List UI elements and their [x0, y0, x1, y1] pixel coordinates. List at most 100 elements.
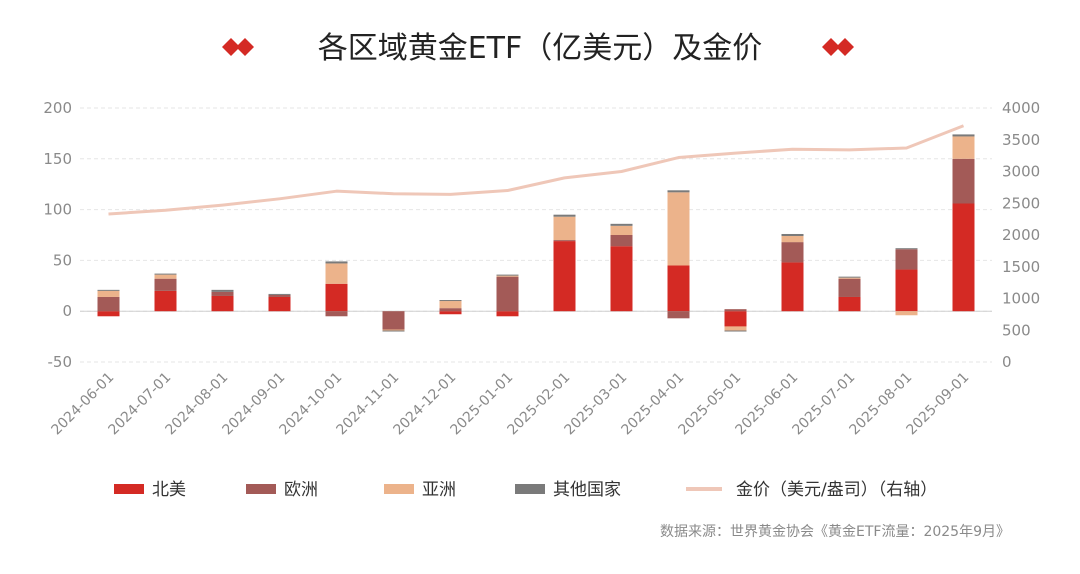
left-axis-tick-label: 200 — [43, 99, 72, 117]
bar-asia-2025-07-01 — [838, 277, 861, 279]
bar-north-america-2025-06-01 — [781, 262, 804, 312]
legend-item-others: 其他国家 — [515, 480, 621, 500]
bar-others-2024-12-01 — [439, 300, 462, 302]
right-axis-tick-label: 1000 — [1002, 290, 1040, 308]
bar-others-2024-10-01 — [325, 261, 348, 264]
bar-north-america-2024-07-01 — [154, 290, 177, 312]
bar-others-2024-07-01 — [154, 273, 177, 275]
bar-north-america-2025-04-01 — [667, 265, 690, 312]
gold-price-line — [108, 124, 965, 216]
bar-others-2024-11-01 — [382, 330, 405, 332]
bar-asia-2025-01-01 — [496, 275, 519, 277]
title-right-diamonds — [822, 38, 854, 56]
right-axis-tick-label: 3000 — [1002, 163, 1040, 181]
legend-item-gold-price: 金价（美元/盎司）（右轴） — [686, 480, 937, 500]
bar-others-2025-07-01 — [838, 276, 861, 278]
bar-others-2024-09-01 — [268, 293, 291, 295]
bar-north-america-2024-06-01 — [97, 311, 120, 317]
bar-north-america-2024-08-01 — [211, 295, 234, 312]
legend-item-europe: 欧洲 — [246, 480, 318, 500]
legend: 北美 欧洲 亚洲 其他国家 金价（美元/盎司）（右轴） — [114, 480, 937, 500]
bar-others-2024-06-01 — [97, 289, 120, 291]
bar-europe-2025-08-01 — [895, 249, 918, 270]
bar-north-america-2025-05-01 — [724, 311, 747, 327]
bar-europe-2024-09-01 — [268, 294, 291, 297]
right-axis-tick-label: 3500 — [1002, 131, 1040, 149]
diamond-icon — [836, 38, 854, 56]
chart-title: 各区域黄金ETF（亿美元）及金价 — [318, 31, 763, 66]
bar-europe-2024-07-01 — [154, 278, 177, 291]
legend-label-europe: 欧洲 — [284, 480, 318, 500]
left-axis-tick-label: -50 — [48, 353, 73, 371]
bar-others-2025-03-01 — [610, 223, 633, 226]
diamond-icon — [222, 38, 240, 56]
gold-price-line-layer — [108, 124, 965, 216]
grid-lines — [80, 107, 992, 363]
bar-europe-2024-11-01 — [382, 311, 405, 330]
bar-others-2025-02-01 — [553, 214, 576, 217]
bar-asia-2024-10-01 — [325, 263, 348, 284]
legend-label-gold-price: 金价（美元/盎司）（右轴） — [736, 480, 937, 500]
bar-europe-2025-05-01 — [724, 309, 747, 312]
bar-others-2025-09-01 — [952, 134, 975, 137]
bar-north-america-2025-08-01 — [895, 269, 918, 312]
bar-asia-2025-06-01 — [781, 236, 804, 243]
legend-label-north-america: 北美 — [152, 480, 186, 500]
bar-europe-2025-02-01 — [553, 240, 576, 242]
bar-north-america-2025-03-01 — [610, 246, 633, 312]
bar-europe-2024-08-01 — [211, 291, 234, 296]
bar-europe-2024-12-01 — [439, 308, 462, 312]
bar-europe-2024-06-01 — [97, 296, 120, 312]
right-axis-tick-label: 4000 — [1002, 99, 1040, 117]
legend-swatch-north-america — [114, 484, 144, 494]
bar-asia-2025-05-01 — [724, 326, 747, 331]
bar-north-america-2024-12-01 — [439, 311, 462, 315]
left-axis-tick-label: 150 — [43, 150, 72, 168]
left-axis-tick-label: 0 — [62, 302, 72, 320]
legend-label-asia: 亚洲 — [422, 480, 456, 500]
right-axis-tick-label: 500 — [1002, 321, 1031, 339]
right-axis-tick-label: 2500 — [1002, 194, 1040, 212]
bars — [97, 134, 975, 332]
left-axis-ticks: -50 0 50 100 150 200 — [43, 99, 72, 371]
bar-asia-2024-12-01 — [439, 301, 462, 309]
bar-north-america-2024-10-01 — [325, 283, 348, 312]
bar-europe-2024-10-01 — [325, 311, 348, 317]
legend-item-asia: 亚洲 — [384, 480, 456, 500]
bar-asia-2025-02-01 — [553, 216, 576, 241]
bar-north-america-2024-09-01 — [268, 296, 291, 312]
bar-asia-2024-07-01 — [154, 274, 177, 279]
right-axis-tick-label: 2000 — [1002, 226, 1040, 244]
legend-swatch-others — [515, 484, 545, 494]
bar-north-america-2025-09-01 — [952, 203, 975, 312]
bar-north-america-2025-01-01 — [496, 311, 519, 317]
legend-item-north-america: 北美 — [114, 480, 186, 500]
bar-north-america-2025-02-01 — [553, 241, 576, 312]
bar-others-2025-06-01 — [781, 233, 804, 237]
bar-asia-2025-09-01 — [952, 136, 975, 159]
bar-europe-2025-09-01 — [952, 158, 975, 204]
bar-others-2025-08-01 — [895, 248, 918, 250]
bar-asia-2025-03-01 — [610, 225, 633, 235]
bar-others-2024-08-01 — [211, 289, 234, 292]
x-axis-ticks: 2024-06-012024-07-012024-08-012024-09-01… — [48, 370, 972, 439]
bar-asia-2025-08-01 — [895, 311, 918, 316]
right-axis-ticks: 0 500 1000 1500 2000 2500 3000 3500 4000 — [1002, 99, 1040, 371]
bar-europe-2025-03-01 — [610, 235, 633, 247]
bar-europe-2025-01-01 — [496, 276, 519, 312]
bar-others-2025-01-01 — [496, 274, 519, 276]
left-axis-tick-label: 50 — [53, 251, 72, 269]
bar-europe-2025-04-01 — [667, 311, 690, 319]
diamond-icon — [236, 38, 254, 56]
legend-label-others: 其他国家 — [553, 480, 621, 500]
bar-asia-2024-11-01 — [382, 329, 405, 331]
bar-asia-2025-04-01 — [667, 192, 690, 266]
legend-swatch-europe — [246, 484, 276, 494]
bar-others-2025-04-01 — [667, 190, 690, 193]
bar-europe-2025-06-01 — [781, 242, 804, 263]
left-axis-tick-label: 100 — [43, 201, 72, 219]
bar-asia-2024-06-01 — [97, 290, 120, 297]
title-left-diamonds — [222, 38, 254, 56]
